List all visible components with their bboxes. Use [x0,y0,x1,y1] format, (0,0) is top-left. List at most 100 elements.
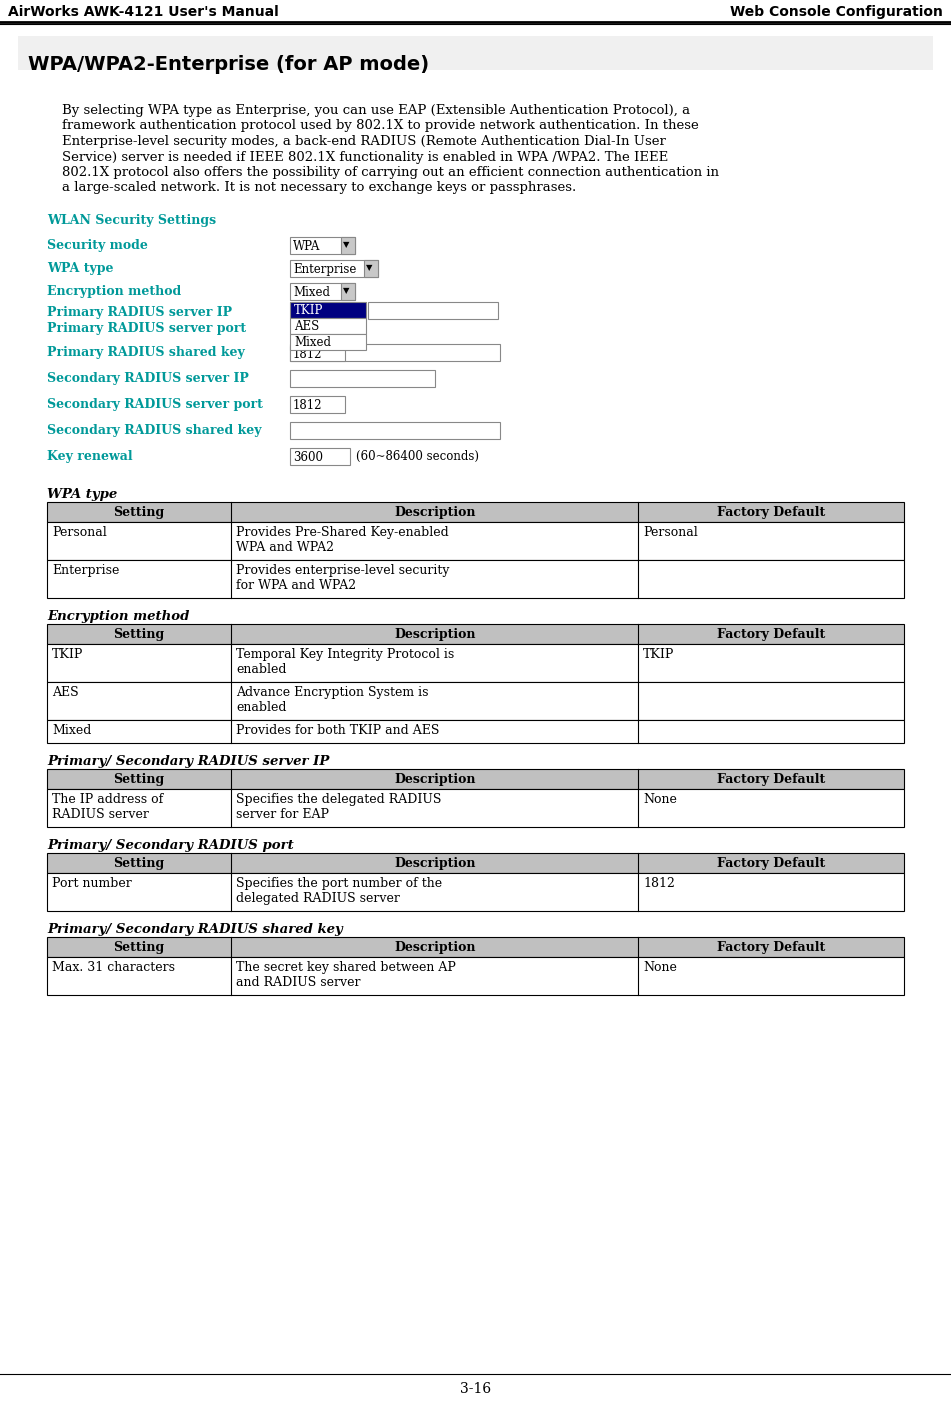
Text: Factory Default: Factory Default [717,774,825,786]
Bar [290,344,500,361]
Bar [47,789,904,827]
Text: Enterprise-level security modes, a back-end RADIUS (Remote Authentication Dial-I: Enterprise-level security modes, a back-… [62,135,666,147]
Text: Factory Default: Factory Default [717,505,825,519]
Bar [341,237,355,254]
Text: 3-16: 3-16 [460,1382,491,1396]
Text: Description: Description [394,774,476,786]
Text: Personal: Personal [643,526,698,539]
Text: 1812: 1812 [293,348,322,361]
Text: Specifies the port number of the: Specifies the port number of the [236,878,442,890]
Text: a large-scaled network. It is not necessary to exchange keys or passphrases.: a large-scaled network. It is not necess… [62,181,576,195]
Text: Description: Description [394,505,476,519]
Bar [290,423,500,439]
Text: Description: Description [394,941,476,953]
Text: Encryption method: Encryption method [47,609,189,623]
Text: Mixed: Mixed [52,724,91,737]
Bar [47,682,904,720]
Bar [47,873,904,911]
Text: enabled: enabled [236,663,287,675]
Bar [341,284,355,300]
Text: Mixed: Mixed [294,336,331,350]
Text: Port number: Port number [52,878,132,890]
Text: The IP address of: The IP address of [52,793,164,806]
Text: Personal: Personal [52,526,107,539]
Text: TKIP: TKIP [294,305,323,317]
Text: Primary/ Secondary RADIUS port: Primary/ Secondary RADIUS port [47,840,294,852]
Bar [290,371,435,388]
Bar [290,317,366,334]
Text: WLAN Security Settings: WLAN Security Settings [47,213,216,227]
Text: enabled: enabled [236,701,287,715]
Text: and RADIUS server: and RADIUS server [236,976,360,988]
Text: Setting: Setting [113,628,165,642]
Text: Setting: Setting [113,941,165,953]
Text: WPA: WPA [293,240,320,253]
Bar [368,302,498,319]
Text: Primary/ Secondary RADIUS server IP: Primary/ Secondary RADIUS server IP [47,755,329,768]
Text: Enterprise: Enterprise [52,564,120,577]
Text: Max. 31 characters: Max. 31 characters [52,960,175,974]
Bar [47,522,904,560]
Text: Primary RADIUS shared key: Primary RADIUS shared key [47,345,244,359]
Bar [47,936,904,958]
Bar [47,623,904,644]
Bar [290,237,355,254]
Bar [47,720,904,743]
Bar [47,644,904,682]
Text: (60~86400 seconds): (60~86400 seconds) [356,451,479,463]
Text: Factory Default: Factory Default [717,941,825,953]
Text: None: None [643,960,677,974]
Text: Secondary RADIUS server port: Secondary RADIUS server port [47,397,262,411]
Bar [290,345,345,361]
Text: Mixed: Mixed [293,286,330,299]
Text: WPA and WPA2: WPA and WPA2 [236,541,334,555]
Text: Provides enterprise-level security: Provides enterprise-level security [236,564,450,577]
Text: WPA type: WPA type [47,489,117,501]
Text: WPA/WPA2-Enterprise (for AP mode): WPA/WPA2-Enterprise (for AP mode) [28,55,429,74]
Bar [47,958,904,995]
Bar [290,396,345,413]
Text: Advance Encryption System is: Advance Encryption System is [236,687,429,699]
Text: Setting: Setting [113,856,165,870]
Text: RADIUS server: RADIUS server [52,807,149,821]
Text: TKIP: TKIP [52,649,84,661]
Text: Description: Description [394,856,476,870]
Text: Security mode: Security mode [47,239,147,251]
Bar [47,769,904,789]
Text: AES: AES [294,320,320,333]
Text: 1812: 1812 [643,878,675,890]
Bar [290,448,350,465]
Text: Specifies the delegated RADIUS: Specifies the delegated RADIUS [236,793,441,806]
Bar [290,302,366,317]
Text: for WPA and WPA2: for WPA and WPA2 [236,578,357,592]
Text: 3600: 3600 [293,451,323,463]
Bar [18,37,933,70]
Text: ▼: ▼ [366,263,373,272]
Text: Setting: Setting [113,774,165,786]
Text: delegated RADIUS server: delegated RADIUS server [236,892,400,906]
Text: Factory Default: Factory Default [717,628,825,642]
Text: Provides for both TKIP and AES: Provides for both TKIP and AES [236,724,439,737]
Text: The secret key shared between AP: The secret key shared between AP [236,960,456,974]
Text: Provides Pre-Shared Key-enabled: Provides Pre-Shared Key-enabled [236,526,449,539]
Text: None: None [643,793,677,806]
Text: 802.1X protocol also offers the possibility of carrying out an efficient connect: 802.1X protocol also offers the possibil… [62,166,719,178]
Text: By selecting WPA type as Enterprise, you can use EAP (Extensible Authentication : By selecting WPA type as Enterprise, you… [62,104,690,117]
Text: Secondary RADIUS server IP: Secondary RADIUS server IP [47,372,249,385]
Bar [364,260,378,277]
Text: Secondary RADIUS shared key: Secondary RADIUS shared key [47,424,262,437]
Bar [47,560,904,598]
Bar [47,854,904,873]
Text: Primary/ Secondary RADIUS shared key: Primary/ Secondary RADIUS shared key [47,922,342,936]
Text: AirWorks AWK-4121 User's Manual: AirWorks AWK-4121 User's Manual [8,6,279,20]
Text: Setting: Setting [113,505,165,519]
Bar [290,284,355,300]
Text: Encryption method: Encryption method [47,285,182,298]
Text: 1812: 1812 [293,399,322,411]
Text: Temporal Key Integrity Protocol is: Temporal Key Integrity Protocol is [236,649,455,661]
Text: AES: AES [52,687,79,699]
Bar [290,260,378,277]
Text: Description: Description [394,628,476,642]
Text: ▼: ▼ [343,240,350,249]
Text: framework authentication protocol used by 802.1X to provide network authenticati: framework authentication protocol used b… [62,119,699,132]
